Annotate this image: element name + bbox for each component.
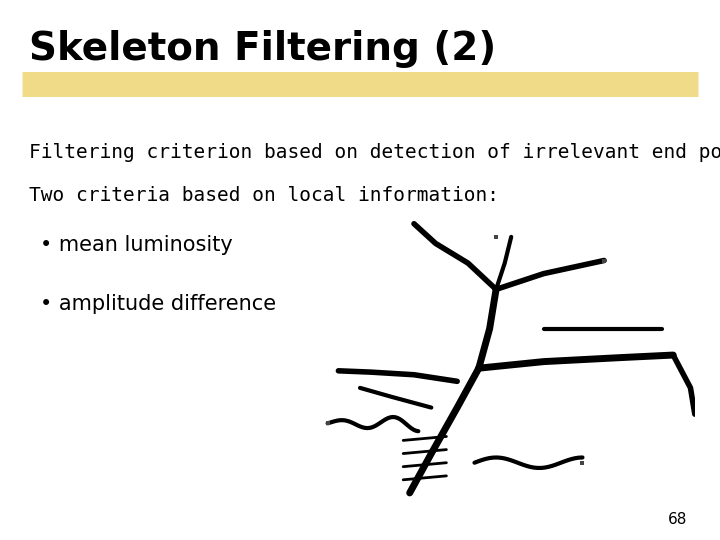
- Text: Skeleton Filtering (2): Skeleton Filtering (2): [29, 30, 496, 68]
- Text: • amplitude difference: • amplitude difference: [40, 294, 276, 314]
- Text: • mean luminosity: • mean luminosity: [40, 235, 233, 255]
- Text: 68: 68: [668, 511, 688, 526]
- Text: Filtering criterion based on detection of irrelevant end points: Filtering criterion based on detection o…: [29, 143, 720, 162]
- Text: Two criteria based on local information:: Two criteria based on local information:: [29, 186, 499, 205]
